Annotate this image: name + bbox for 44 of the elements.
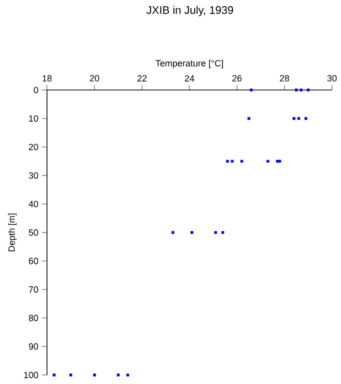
point [52,374,56,376]
x-axis-title: Temperature [°C] [156,60,223,68]
x-tick-label: 24 [184,75,194,82]
x-tick-label: 18 [42,75,52,82]
y-tick-label: 10 [29,115,38,122]
point [294,88,298,92]
point [250,88,253,92]
point [214,231,218,234]
point [221,231,224,234]
point [247,117,250,120]
y-tick-label: 20 [28,144,38,150]
point [116,374,120,376]
point [126,374,130,376]
point [69,374,72,376]
y-tick-label: 50 [28,229,38,236]
y-tick-label: 100 [24,372,38,378]
point [266,160,270,163]
y-tick-label: 60 [28,258,38,264]
point [292,117,296,120]
y-axis-title: Depth [m] [8,214,17,252]
point [278,160,282,163]
point [276,160,279,163]
point [230,160,234,163]
y-tick-label: 80 [28,314,38,322]
y-tick-label: 90 [28,343,38,350]
chart-title: JXIB in July, 1939 [146,6,234,16]
x-tick-label: 22 [137,75,147,82]
point [304,117,308,120]
point [171,231,174,234]
point [300,88,303,92]
x-tick-label: 26 [232,75,242,82]
y-tick-label: 70 [28,286,38,293]
y-tick-label: 40 [28,200,38,208]
y-tick-label: 0 [34,86,38,94]
point [297,117,300,120]
point [226,160,229,163]
point [240,160,244,163]
x-tick-label: 30 [327,75,337,82]
point [306,88,310,92]
x-tick-label: 20 [90,75,100,82]
x-tick-label: 28 [280,75,290,82]
y-tick-label: 30 [28,172,38,179]
point [93,374,96,376]
point [190,231,194,234]
